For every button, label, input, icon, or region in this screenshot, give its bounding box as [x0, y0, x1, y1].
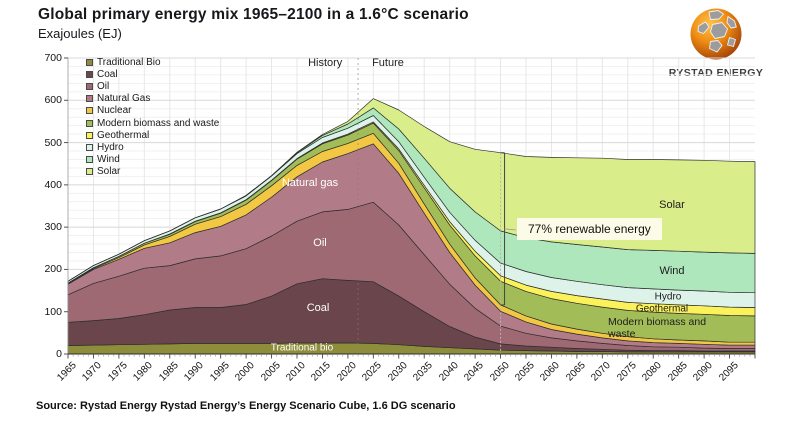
- legend-item-oil: Oil: [86, 80, 219, 92]
- history-label: History: [308, 57, 343, 69]
- area-label-wind: Wind: [659, 265, 685, 277]
- legend: Traditional Bio Coal Oil Natural Gas Nuclear…: [86, 56, 219, 178]
- legend-swatch: [86, 143, 93, 151]
- legend-label: Natural Gas: [97, 93, 151, 105]
- y-tick-label-300: 300: [44, 221, 62, 234]
- legend-swatch: [86, 70, 93, 78]
- legend-item-hydro: Hydro: [86, 141, 219, 153]
- area-label-modern-biomass-and-waste: Modern biomass and waste: [608, 316, 707, 341]
- legend-item-geothermal: Geothermal: [86, 129, 219, 141]
- legend-swatch: [86, 82, 93, 90]
- legend-label: Coal: [97, 68, 118, 80]
- legend-label: Wind: [97, 154, 120, 166]
- area-label-geothermal: Geothermal: [635, 303, 689, 315]
- y-tick-label-0: 0: [56, 348, 62, 360]
- legend-item-solar: Solar: [86, 166, 219, 178]
- legend-label: Geothermal: [97, 129, 150, 141]
- legend-swatch: [86, 107, 93, 115]
- y-tick-label-100: 100: [44, 305, 62, 318]
- future-label: Future: [372, 57, 404, 69]
- y-tick-label-200: 200: [44, 263, 62, 276]
- rystad-energy-logo: RYSTAD ENERGY: [664, 7, 768, 79]
- area-label-hydro: Hydro: [654, 291, 682, 303]
- legend-item-traditional-bio: Traditional Bio: [86, 56, 219, 68]
- area-label-solar: Solar: [659, 199, 685, 211]
- legend-swatch: [86, 58, 93, 66]
- legend-label: Nuclear: [97, 105, 132, 117]
- legend-item-nuclear: Nuclear: [86, 105, 219, 117]
- legend-swatch: [86, 131, 93, 139]
- area-label-coal: Coal: [306, 302, 330, 314]
- source-note: Source: Rystad Energy Rystad Energy’s En…: [36, 400, 456, 412]
- y-tick-label-600: 600: [44, 94, 62, 107]
- legend-label: Oil: [97, 80, 110, 92]
- legend-label: Solar: [97, 166, 121, 178]
- legend-label: Traditional Bio: [97, 56, 161, 68]
- y-tick-label-500: 500: [44, 136, 62, 149]
- legend-item-wind: Wind: [86, 154, 219, 166]
- renewable-share-annotation: 77% renewable energy: [517, 218, 662, 240]
- y-tick-label-400: 400: [44, 178, 62, 191]
- area-label-natural-gas: Natural gas: [281, 177, 339, 189]
- area-label-traditional-bio: Traditional bio: [270, 342, 334, 354]
- logo-wordmark: RYSTAD ENERGY: [668, 67, 764, 79]
- legend-label: Modern biomass and waste: [97, 117, 220, 129]
- legend-swatch: [86, 119, 93, 127]
- page-title: Global primary energy mix 1965–2100 in a…: [38, 6, 469, 23]
- legend-swatch: [86, 95, 93, 103]
- area-label-oil: Oil: [313, 237, 327, 249]
- chart-unit-subtitle: Exajoules (EJ): [38, 26, 122, 41]
- legend-item-modern-biomass-and-waste: Modern biomass and waste: [86, 117, 219, 129]
- legend-swatch: [86, 156, 93, 164]
- legend-label: Hydro: [97, 141, 124, 153]
- legend-item-coal: Coal: [86, 68, 219, 80]
- globe-icon: [690, 8, 742, 60]
- y-tick-label-700: 700: [44, 52, 62, 64]
- legend-swatch: [86, 168, 93, 176]
- legend-item-natural-gas: Natural Gas: [86, 93, 219, 105]
